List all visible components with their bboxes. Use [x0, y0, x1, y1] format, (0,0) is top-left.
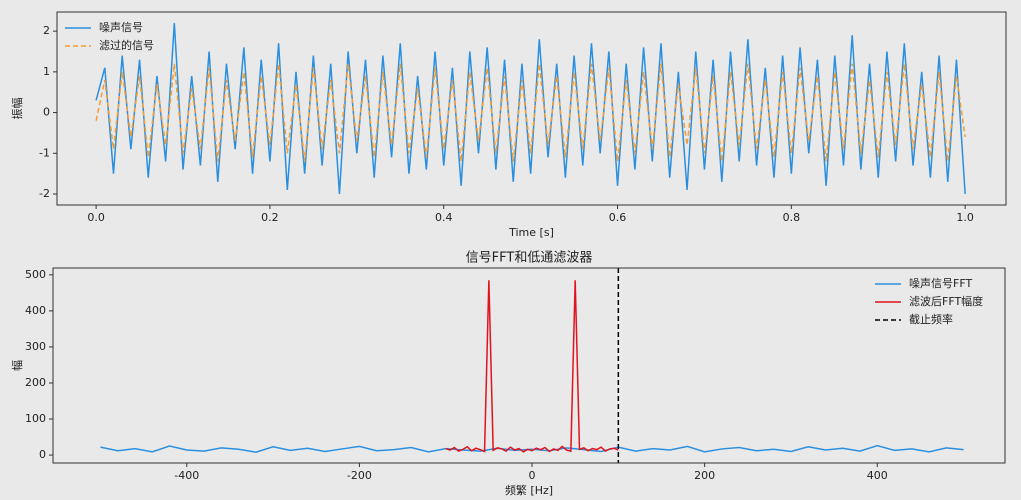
- series-line: [95, 63, 966, 162]
- legend-label: 滤过的信号: [99, 38, 154, 52]
- y-tick-label: 0: [43, 106, 50, 119]
- y-tick-label: 300: [25, 340, 46, 353]
- x-tick-label: 400: [867, 469, 888, 482]
- y-tick-label: 0: [39, 448, 46, 461]
- x-axis-label: 频繁 [Hz]: [505, 483, 553, 497]
- y-axis-label: 振幅: [10, 98, 24, 120]
- y-tick-label: 200: [25, 376, 46, 389]
- y-tick-label: 2: [43, 24, 50, 37]
- x-tick-label: 0.6: [609, 211, 627, 224]
- y-tick-label: 1: [43, 65, 50, 78]
- chart-title: 信号FFT和低通滤波器: [466, 251, 593, 266]
- axes-frame: [56, 11, 1007, 206]
- x-tick-label: 0.4: [435, 211, 453, 224]
- x-tick-label: 1.0: [956, 211, 974, 224]
- y-tick-label: -2: [39, 187, 50, 200]
- y-tick-label: 100: [25, 412, 46, 425]
- series-line: [100, 444, 964, 453]
- x-tick-label: 0.2: [261, 211, 279, 224]
- legend-label: 滤波后FFT幅度: [909, 294, 983, 308]
- y-tick-label: 400: [25, 304, 46, 317]
- y-axis-label: 幅: [11, 360, 24, 371]
- legend-label: 噪声信号FFT: [909, 276, 972, 290]
- x-tick-label: -200: [347, 469, 372, 482]
- x-axis-label: Time [s]: [508, 226, 554, 239]
- series-line: [95, 22, 966, 195]
- x-tick-label: 0.0: [87, 211, 105, 224]
- x-tick-label: -400: [174, 469, 199, 482]
- x-tick-label: 0.8: [783, 211, 801, 224]
- x-tick-label: 0: [529, 469, 536, 482]
- y-tick-label: 500: [25, 268, 46, 281]
- axes-frame: [52, 267, 1006, 464]
- y-tick-label: -1: [39, 146, 50, 159]
- legend-label: 截止频率: [909, 312, 953, 326]
- x-tick-label: 200: [694, 469, 715, 482]
- series-line: [445, 280, 619, 453]
- legend-label: 噪声信号: [99, 20, 143, 34]
